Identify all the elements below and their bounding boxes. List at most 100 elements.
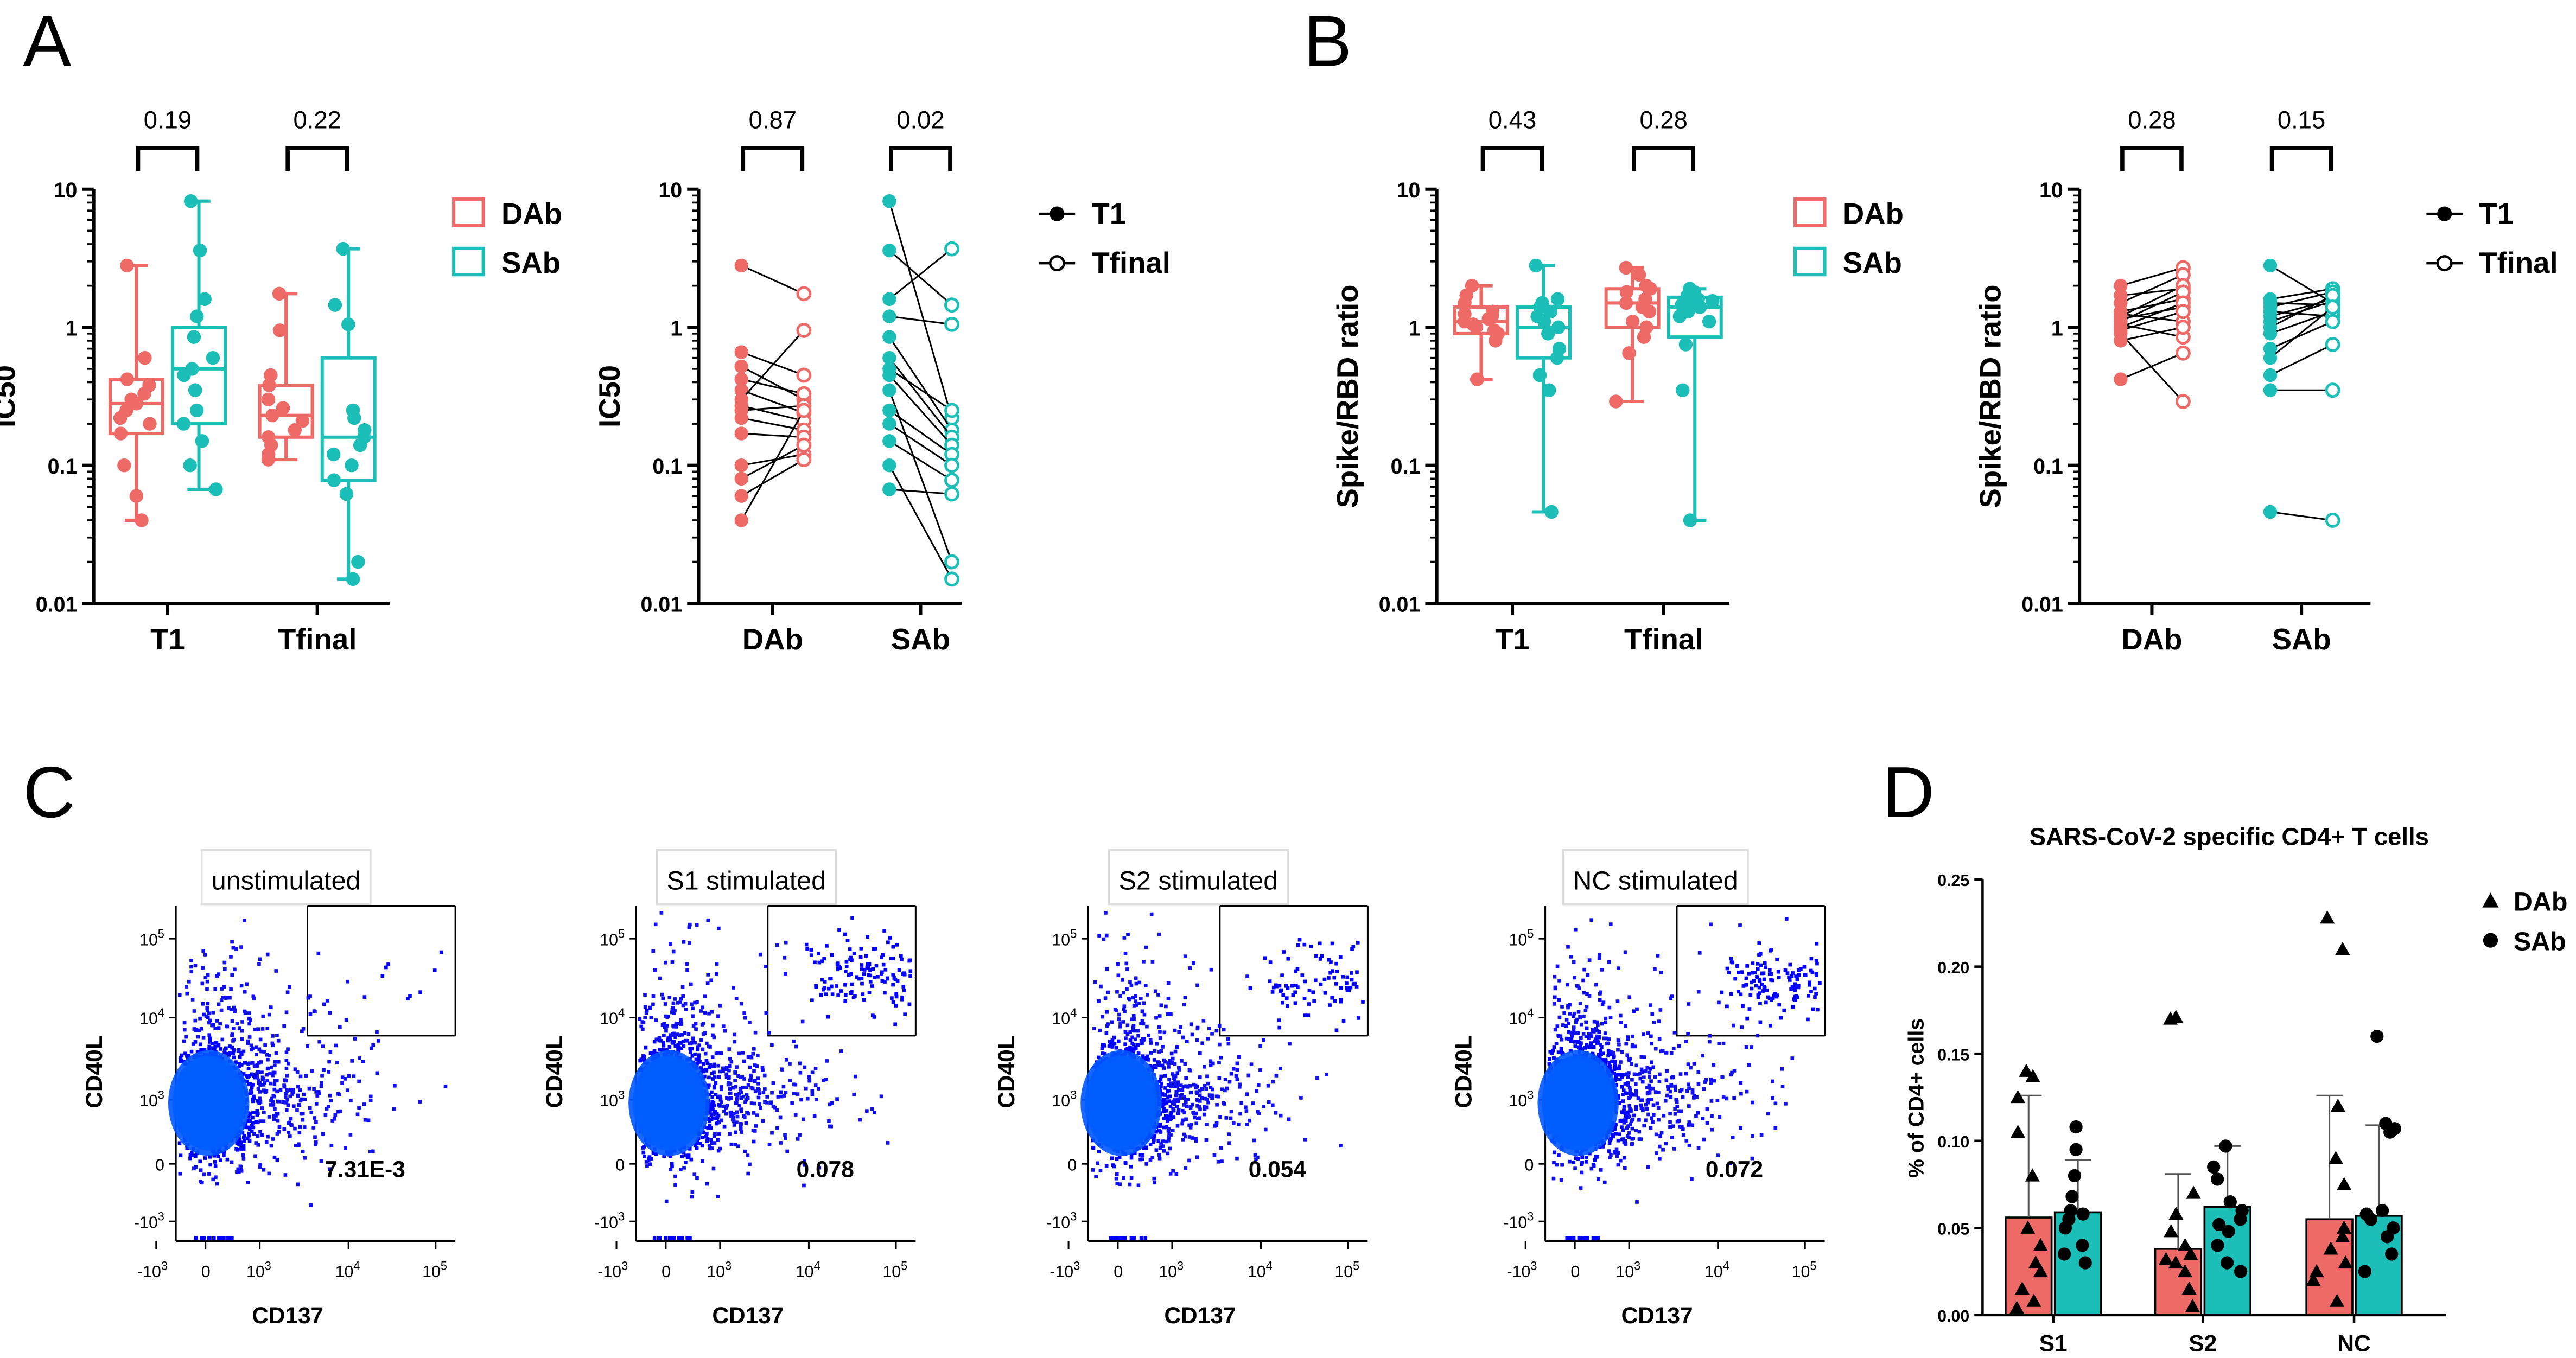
gated-event-dot [894,1004,898,1008]
event-dot [212,1047,217,1051]
event-dot [1188,1084,1192,1088]
event-dot [258,1090,262,1094]
event-dot [1164,1139,1168,1144]
point-tfinal [944,486,959,502]
event-dot [713,1085,716,1089]
event-dot [194,1165,198,1169]
event-dot [255,1072,259,1076]
event-dot [1188,966,1192,970]
gated-event-dot [1286,1004,1289,1008]
event-dot [1245,1092,1249,1096]
event-dot [1214,1124,1218,1127]
event-dot [664,1025,668,1029]
event-dot [712,1062,716,1067]
event-dot [1692,1094,1696,1098]
point-tfinal [796,386,812,401]
y-tick-label: 10 [2039,178,2063,202]
event-dot [263,1043,267,1047]
x-tick-label: 103 [1615,1259,1640,1282]
event-dot [1651,1086,1655,1091]
event-dot [245,982,249,986]
event-dot [206,1015,210,1019]
pair-line [888,248,952,300]
event-dot [206,1002,210,1006]
point-t1 [2263,258,2278,273]
event-dot [1161,1144,1165,1148]
gated-event-dot [1327,958,1331,962]
event-dot [707,1144,711,1147]
event-dot [1209,1085,1213,1089]
event-dot [1237,1085,1242,1089]
event-dot [1173,1098,1177,1102]
event-dot [743,1100,747,1104]
event-dot [1176,1080,1180,1085]
x-tick-label: 105 [882,1259,907,1282]
event-dot [714,1110,717,1114]
event-dot [308,1106,312,1110]
event-dot [784,940,788,945]
event-dot [827,1119,831,1123]
event-dot [1732,1096,1736,1100]
event-dot [319,1084,323,1088]
event-dot [1168,1105,1173,1108]
event-dot [1132,1042,1136,1047]
event-dot [1196,1099,1200,1103]
event-dot [1166,1119,1169,1123]
event-dot [368,1094,373,1099]
event-dot [1114,1009,1118,1012]
gated-event-dot [860,977,864,981]
point-t1 [734,513,748,527]
event-dot [237,1143,241,1147]
event-dot [193,1154,198,1158]
event-dot [205,1006,209,1010]
event-dot [662,1041,665,1045]
event-dot [1227,1080,1232,1084]
event-dot [1136,1029,1140,1033]
event-dot [746,1112,750,1116]
event-dot [265,1027,270,1030]
paired-group-sab [882,194,959,587]
event-dot [717,1120,721,1124]
x-tick-label: 103 [1159,1259,1184,1282]
event-dot [1160,1081,1163,1086]
event-dot [736,1074,740,1078]
event-dot [278,1088,283,1092]
event-dot [269,1081,272,1086]
event-dot [694,1027,698,1031]
event-dot [1167,1065,1171,1069]
y-tick-label: 105 [139,927,164,949]
point-tfinal [944,473,959,488]
event-dot [693,1041,697,1045]
event-dot [215,974,220,978]
event-dot [1187,1135,1192,1139]
event-dot [1168,1059,1172,1063]
event-dot [1129,1176,1134,1180]
data-point [1672,309,1687,323]
gated-event-dot [1349,986,1353,990]
point-t1 [734,359,748,374]
event-dot [1168,1094,1172,1099]
event-dot [703,1031,707,1035]
event-dot [1148,1142,1153,1146]
event-dot [681,994,685,998]
x-tick-label: 104 [796,1259,820,1282]
data-point [1632,267,1646,282]
gated-event-dot [900,997,904,1002]
event-dot [1104,933,1109,938]
event-dot [1176,1099,1180,1103]
event-dot [671,1024,675,1028]
gated-event-dot [907,1002,912,1006]
event-dot [322,1002,326,1006]
event-dot [1174,1090,1179,1094]
y-axis-label: CD40L [994,1035,1019,1108]
event-dot [296,1182,300,1187]
event-dot [1234,1074,1238,1078]
box-sab-Tfinal [1667,282,1723,527]
event-dot [1616,966,1620,970]
event-dot [803,1159,806,1163]
event-dot [1121,1020,1125,1024]
event-dot [743,1149,747,1153]
event-dot [265,1079,270,1083]
event-dot [1235,1077,1239,1081]
event-dot [207,1033,212,1037]
